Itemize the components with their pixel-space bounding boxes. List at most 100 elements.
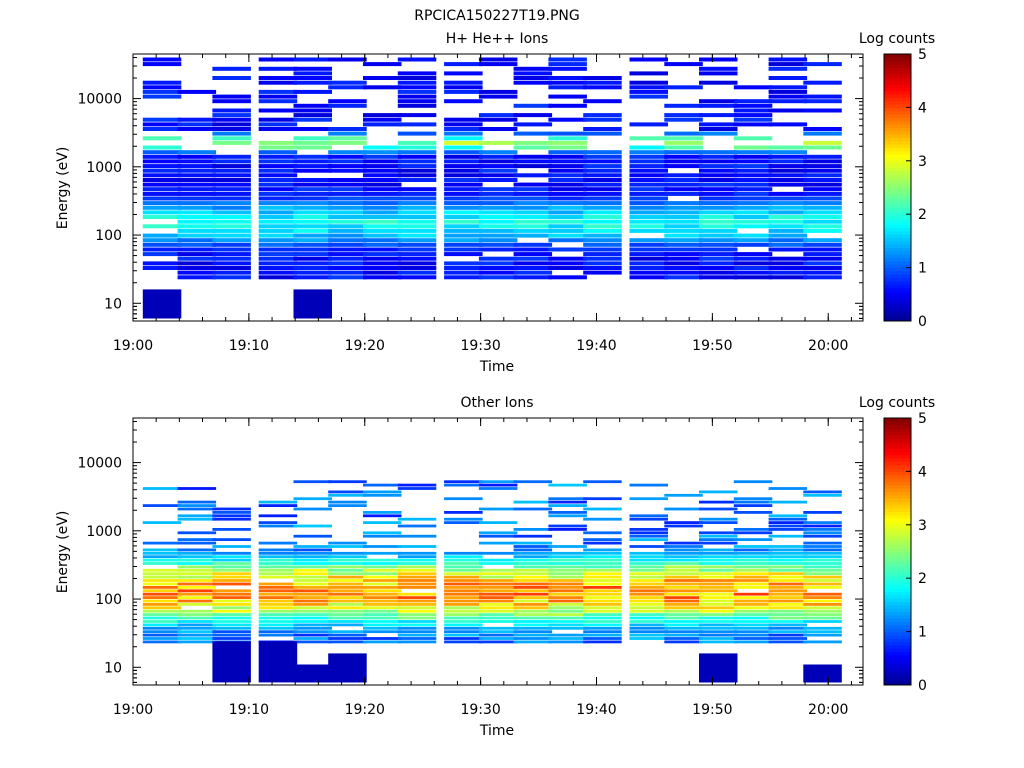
heatmap-cell bbox=[664, 131, 703, 136]
heatmap-cell bbox=[293, 534, 332, 538]
heatmap-cell bbox=[142, 589, 182, 593]
heatmap-cell bbox=[142, 504, 182, 507]
heatmap-cell bbox=[444, 182, 483, 187]
heatmap-cell bbox=[258, 613, 298, 616]
heatmap-cell bbox=[583, 242, 622, 247]
heatmap-cell bbox=[212, 528, 251, 531]
colorbar-segment bbox=[884, 87, 911, 92]
heatmap-cell bbox=[699, 633, 738, 637]
heatmap-cell bbox=[768, 534, 808, 538]
colorbar-frame bbox=[883, 53, 912, 322]
heatmap-cell bbox=[768, 568, 808, 572]
heatmap-cell bbox=[177, 191, 217, 196]
colorbar-segment bbox=[884, 287, 911, 292]
heatmap-cell bbox=[733, 613, 773, 616]
colorbar-segment bbox=[884, 250, 911, 255]
heatmap-cell bbox=[478, 154, 518, 159]
heatmap-cell bbox=[699, 538, 738, 541]
heatmap-cell bbox=[733, 99, 773, 104]
heatmap-cell bbox=[629, 637, 668, 640]
heatmap-cell bbox=[177, 238, 217, 243]
heatmap-cell bbox=[142, 127, 182, 131]
heatmap-cell bbox=[583, 630, 622, 634]
x-tick-label: 19:50 bbox=[692, 338, 732, 354]
heatmap-cell bbox=[768, 210, 808, 215]
heatmap-cell bbox=[733, 480, 773, 484]
heatmap-cell bbox=[768, 164, 808, 169]
heatmap-cell bbox=[733, 545, 773, 548]
heatmap-cell bbox=[699, 228, 738, 233]
heatmap-cell bbox=[363, 626, 402, 630]
heatmap-cell bbox=[664, 113, 703, 118]
heatmap-cell bbox=[768, 586, 808, 589]
heatmap-cell bbox=[699, 80, 738, 85]
heatmap-cell bbox=[177, 270, 217, 275]
heatmap-cell bbox=[733, 626, 773, 630]
heatmap-cell bbox=[664, 548, 703, 552]
heatmap-cell bbox=[699, 168, 738, 173]
heatmap-cell bbox=[733, 497, 773, 501]
heatmap-cell bbox=[397, 113, 437, 118]
heatmap-cell bbox=[397, 168, 437, 173]
heatmap-cell bbox=[629, 630, 668, 634]
heatmap-cell bbox=[258, 108, 298, 113]
heatmap-cell bbox=[513, 140, 553, 145]
heatmap-cell bbox=[513, 528, 553, 531]
heatmap-cell bbox=[664, 224, 703, 229]
heatmap-cell bbox=[699, 623, 738, 627]
heatmap-cell bbox=[513, 224, 553, 229]
heatmap-cell bbox=[363, 85, 402, 90]
heatmap-cell bbox=[293, 640, 332, 644]
heatmap-cell bbox=[803, 80, 842, 85]
heatmap-cell bbox=[583, 205, 622, 210]
heatmap-cell bbox=[293, 233, 332, 238]
heatmap-cell bbox=[803, 261, 842, 266]
heatmap-cell bbox=[583, 599, 622, 603]
heatmap-cell bbox=[177, 275, 217, 280]
heatmap-cell bbox=[478, 568, 518, 572]
heatmap-cell bbox=[397, 524, 437, 528]
heatmap-cell bbox=[629, 145, 668, 150]
colorbar-segment bbox=[884, 207, 911, 212]
heatmap-cell bbox=[142, 558, 182, 562]
heatmap-cell bbox=[513, 215, 553, 219]
heatmap-cell bbox=[293, 270, 332, 275]
heatmap-cell bbox=[328, 99, 367, 104]
heatmap-cell bbox=[328, 224, 367, 229]
heatmap-cell bbox=[142, 182, 182, 187]
heatmap-cell bbox=[803, 582, 842, 586]
heatmap-cell bbox=[397, 178, 437, 182]
colorbar-segment bbox=[884, 571, 911, 576]
colorbar-segment bbox=[884, 544, 911, 549]
heatmap-cell bbox=[293, 66, 332, 71]
heatmap-cell bbox=[699, 205, 738, 210]
heatmap-cell bbox=[177, 586, 217, 589]
heatmap-cell bbox=[397, 256, 437, 261]
heatmap-cell bbox=[583, 252, 622, 257]
heatmap-cell bbox=[177, 117, 217, 122]
heatmap-cell bbox=[328, 178, 367, 182]
heatmap-cell bbox=[629, 89, 668, 94]
heatmap-cell bbox=[363, 173, 402, 178]
heatmap-cell bbox=[513, 196, 553, 201]
heatmap-cell bbox=[142, 242, 182, 247]
heatmap-cell bbox=[258, 630, 298, 634]
heatmap-cell bbox=[177, 215, 217, 219]
heatmap-cell bbox=[768, 145, 808, 150]
heatmap-cell bbox=[664, 613, 703, 616]
heatmap-cell bbox=[733, 606, 773, 610]
heatmap-cell bbox=[177, 575, 217, 579]
heatmap-cell bbox=[803, 201, 842, 206]
heatmap-cell bbox=[548, 247, 587, 252]
heatmap-cell bbox=[258, 233, 298, 238]
heatmap-cell bbox=[478, 89, 518, 94]
heatmap-cell bbox=[733, 558, 773, 562]
y-tick-label: 1000 bbox=[86, 524, 122, 540]
heatmap-cell bbox=[548, 136, 587, 141]
heatmap-cell bbox=[583, 538, 622, 541]
heatmap-cell bbox=[397, 572, 437, 576]
heatmap-cell bbox=[803, 572, 842, 576]
heatmap-cell bbox=[629, 620, 668, 623]
heatmap-cell bbox=[768, 572, 808, 576]
heatmap-cell bbox=[444, 228, 483, 233]
